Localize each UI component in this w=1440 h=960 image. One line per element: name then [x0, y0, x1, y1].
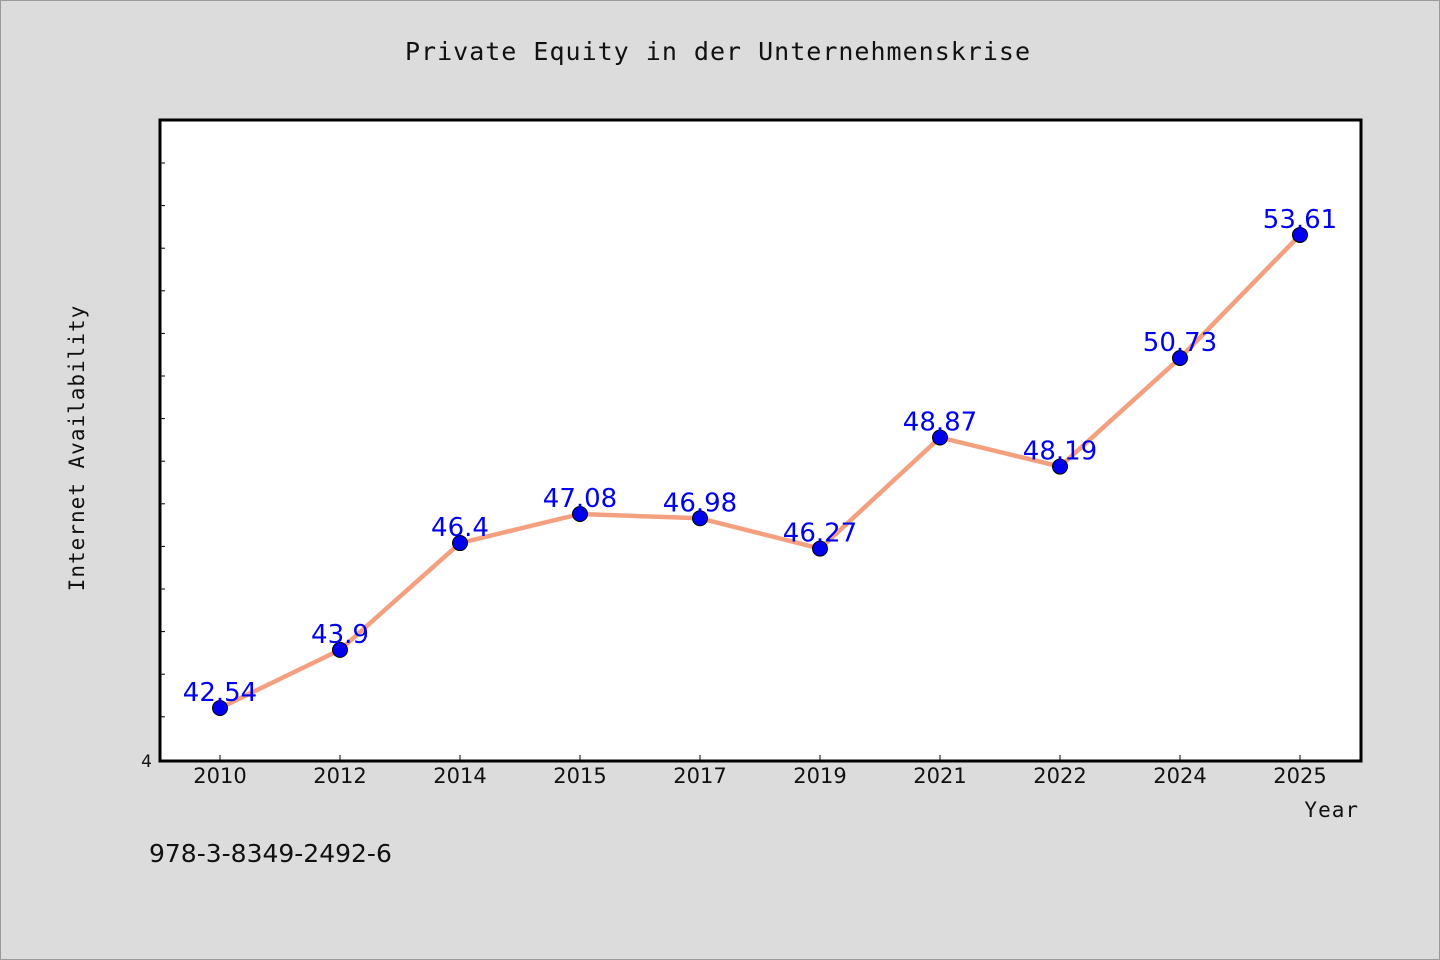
- data-point: [572, 506, 588, 523]
- data-point: [1052, 458, 1068, 475]
- data-label: 47.08: [543, 484, 617, 514]
- x-tick-label: 2024: [1153, 764, 1206, 788]
- y-axis-label: Internet Availability: [65, 305, 89, 592]
- data-label: 43.9: [311, 620, 369, 650]
- x-tick-label: 2017: [673, 764, 726, 788]
- data-point: [812, 540, 828, 557]
- data-label: 46.98: [663, 488, 737, 518]
- y-tick-label: 4: [141, 752, 152, 772]
- x-tick-label: 2015: [553, 764, 606, 788]
- x-tick-label: 2021: [913, 764, 966, 788]
- x-axis-ticks: [219, 755, 1301, 761]
- y-axis-ticks: [160, 162, 165, 718]
- x-tick-label: 2010: [193, 764, 246, 788]
- data-label: 46.27: [783, 519, 857, 549]
- data-label: 42.54: [183, 678, 257, 708]
- data-point: [692, 510, 708, 527]
- data-point: [932, 429, 948, 446]
- data-point: [1292, 226, 1308, 243]
- data-label: 46.4: [431, 513, 489, 543]
- x-tick-label: 2012: [313, 764, 366, 788]
- data-label: 50.73: [1143, 328, 1217, 358]
- plot-area: [158, 118, 1363, 763]
- isbn-text: 978-3-8349-2492-6: [149, 839, 392, 868]
- x-axis-label: Year: [1304, 798, 1359, 822]
- x-tick-label: 2025: [1273, 764, 1326, 788]
- chart-title: Private Equity in der Unternehmenskrise: [405, 37, 1031, 66]
- x-axis-tick-labels: 2010 2012 2014 2015 2017 2019 2021 2022 2024 2025: [193, 764, 1326, 788]
- data-point: [1172, 350, 1188, 367]
- x-tick-label: 2022: [1033, 764, 1086, 788]
- series-group: 42.54 43.9 46.4 47.08 46.98 46.27 48.87 48.19 50…: [183, 205, 1337, 717]
- data-point: [452, 535, 468, 552]
- data-point: [332, 641, 348, 658]
- data-label: 48.19: [1023, 437, 1097, 467]
- data-label: 53.61: [1263, 205, 1337, 235]
- data-point: [212, 700, 228, 717]
- x-tick-label: 2019: [793, 764, 846, 788]
- data-label: 48.87: [903, 408, 977, 438]
- x-tick-label: 2014: [433, 764, 486, 788]
- series-line: [217, 232, 1303, 711]
